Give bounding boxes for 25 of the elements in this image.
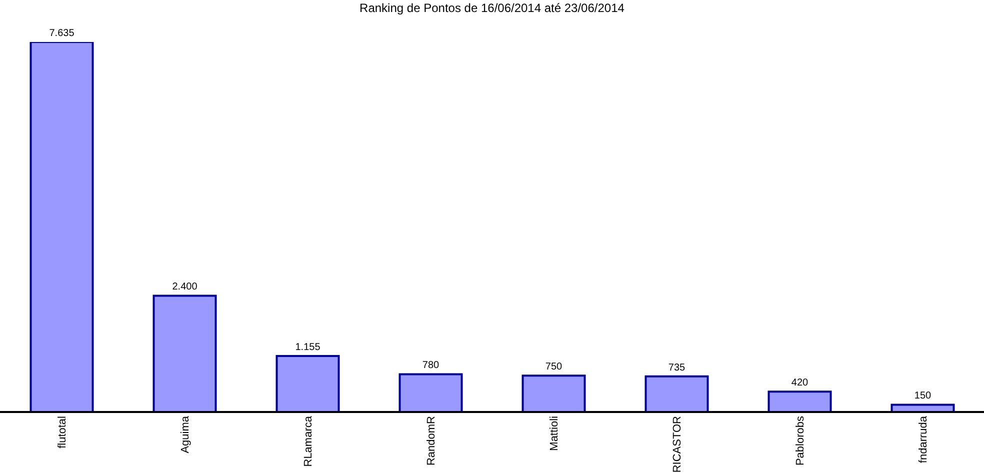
x-tick-label: RandomR bbox=[425, 416, 438, 466]
bar bbox=[276, 355, 340, 412]
bar bbox=[644, 375, 709, 412]
x-tick-label: Pablorobs bbox=[794, 416, 806, 466]
data-label: 420 bbox=[791, 378, 809, 389]
data-label: 780 bbox=[422, 360, 440, 372]
bar bbox=[398, 373, 463, 412]
data-label: 7.635 bbox=[49, 28, 75, 39]
data-label: 150 bbox=[914, 390, 932, 402]
x-tick-label: fndarruda bbox=[917, 415, 930, 464]
chart-title: Ranking de Pontos de 16/06/2014 até 23/06/2014 bbox=[358, 0, 626, 17]
bar bbox=[522, 374, 586, 412]
data-label: 750 bbox=[545, 362, 563, 373]
bar bbox=[890, 404, 955, 412]
x-tick-label: RLamarca bbox=[302, 415, 314, 467]
x-tick-label: RICASTOR bbox=[671, 416, 684, 473]
data-label: 2.400 bbox=[172, 282, 198, 293]
data-label: 1.155 bbox=[295, 342, 321, 354]
bar bbox=[152, 294, 217, 412]
x-tick-label: Aguima bbox=[179, 415, 192, 454]
bar bbox=[30, 42, 94, 412]
bar bbox=[768, 390, 832, 412]
data-label: 735 bbox=[668, 362, 686, 374]
x-tick-label: Mattioli bbox=[548, 416, 560, 451]
x-tick-label: flutotal bbox=[56, 416, 68, 448]
